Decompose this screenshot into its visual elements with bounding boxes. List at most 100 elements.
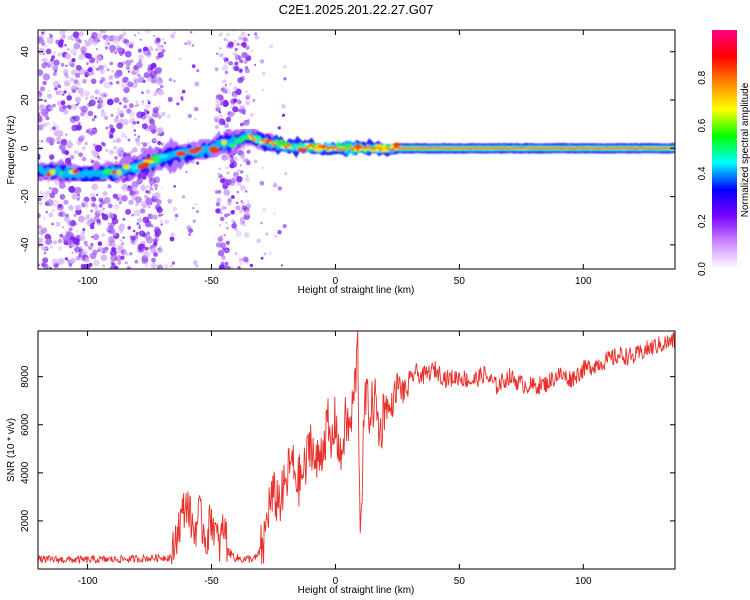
noise-speckle [221,205,226,210]
noise-speckle [133,80,137,83]
noise-speckle [117,261,122,265]
ridge-blob [175,151,187,157]
noise-speckle [68,60,75,67]
noise-speckle [84,90,90,97]
noise-speckle [62,226,65,229]
noise-speckle [137,246,143,253]
noise-speckle [146,141,150,145]
noise-speckle [129,235,133,238]
noise-speckle [268,252,272,255]
noise-speckle [105,148,109,152]
y-tick-label: 20 [20,94,31,106]
noise-speckle [157,67,162,72]
noise-speckle [223,234,226,237]
noise-speckle [85,96,88,100]
noise-speckle [145,89,151,95]
noise-speckle [128,103,134,109]
noise-speckle [230,181,235,187]
noise-speckle [186,40,192,46]
noise-speckle [144,194,149,199]
noise-speckle [77,121,81,125]
noise-speckle [132,190,137,195]
noise-speckle [132,121,137,125]
noise-speckle [169,78,173,82]
noise-speckle [243,232,250,238]
noise-speckle [150,48,154,52]
noise-speckle [110,265,117,269]
noise-speckle [227,201,232,206]
noise-speckle [74,96,82,103]
noise-speckle [113,38,120,45]
noise-speckle [124,135,128,139]
noise-speckle [99,93,103,97]
noise-speckle [224,261,229,266]
noise-speckle [226,39,230,42]
noise-speckle [218,167,221,170]
noise-speckle [100,111,107,118]
noise-speckle [277,230,282,235]
noise-speckle [54,87,58,91]
noise-speckle [87,245,93,251]
noise-speckle [176,102,180,106]
ridge-blob [130,163,139,171]
noise-speckle [106,98,114,106]
noise-speckle [135,137,140,143]
noise-speckle [221,255,226,260]
noise-speckle [44,99,47,103]
noise-speckle [42,257,49,264]
y-tick-label: 0 [20,145,31,151]
noise-speckle [164,264,169,269]
noise-speckle [141,100,145,103]
noise-speckle [246,200,250,203]
noise-speckle [260,256,264,260]
noise-speckle [46,190,51,195]
noise-speckle [76,81,81,87]
noise-speckle [43,43,48,48]
noise-speckle [59,143,66,151]
noise-speckle [134,133,137,136]
noise-speckle [242,52,248,57]
noise-speckle [90,235,94,239]
noise-speckle [71,88,77,94]
noise-speckle [76,87,79,90]
noise-speckle [51,55,56,60]
noise-speckle [42,122,47,128]
noise-speckle [48,89,51,93]
noise-speckle [114,51,117,55]
noise-speckle [253,159,258,164]
ridge-blob [72,169,79,174]
noise-speckle [64,216,70,223]
noise-speckle [74,103,77,106]
noise-speckle [49,245,54,249]
noise-speckle [75,72,81,78]
noise-speckle [116,197,120,201]
noise-speckle [164,219,170,225]
noise-speckle [174,213,179,218]
colorbar-tick-label: 0.4 [697,166,708,180]
noise-speckle [242,223,246,227]
noise-speckle [64,53,72,60]
noise-speckle [66,47,70,51]
noise-speckle [121,77,127,83]
noise-speckle [218,96,225,103]
noise-speckle [155,48,158,52]
noise-speckle [97,100,100,103]
noise-speckle [137,74,141,78]
noise-speckle [104,116,109,120]
noise-speckle [173,31,176,34]
noise-speckle [246,145,249,148]
noise-speckle [222,79,227,84]
noise-speckle [187,138,189,141]
noise-speckle [141,142,144,144]
noise-speckle [75,37,81,43]
noise-speckle [223,57,227,61]
noise-speckle [114,156,118,160]
noise-speckle [98,203,103,208]
noise-speckle [46,199,52,205]
noise-speckle [136,177,143,184]
noise-speckle [101,233,106,237]
noise-speckle [133,209,141,217]
noise-speckle [119,102,122,105]
noise-speckle [49,34,53,38]
